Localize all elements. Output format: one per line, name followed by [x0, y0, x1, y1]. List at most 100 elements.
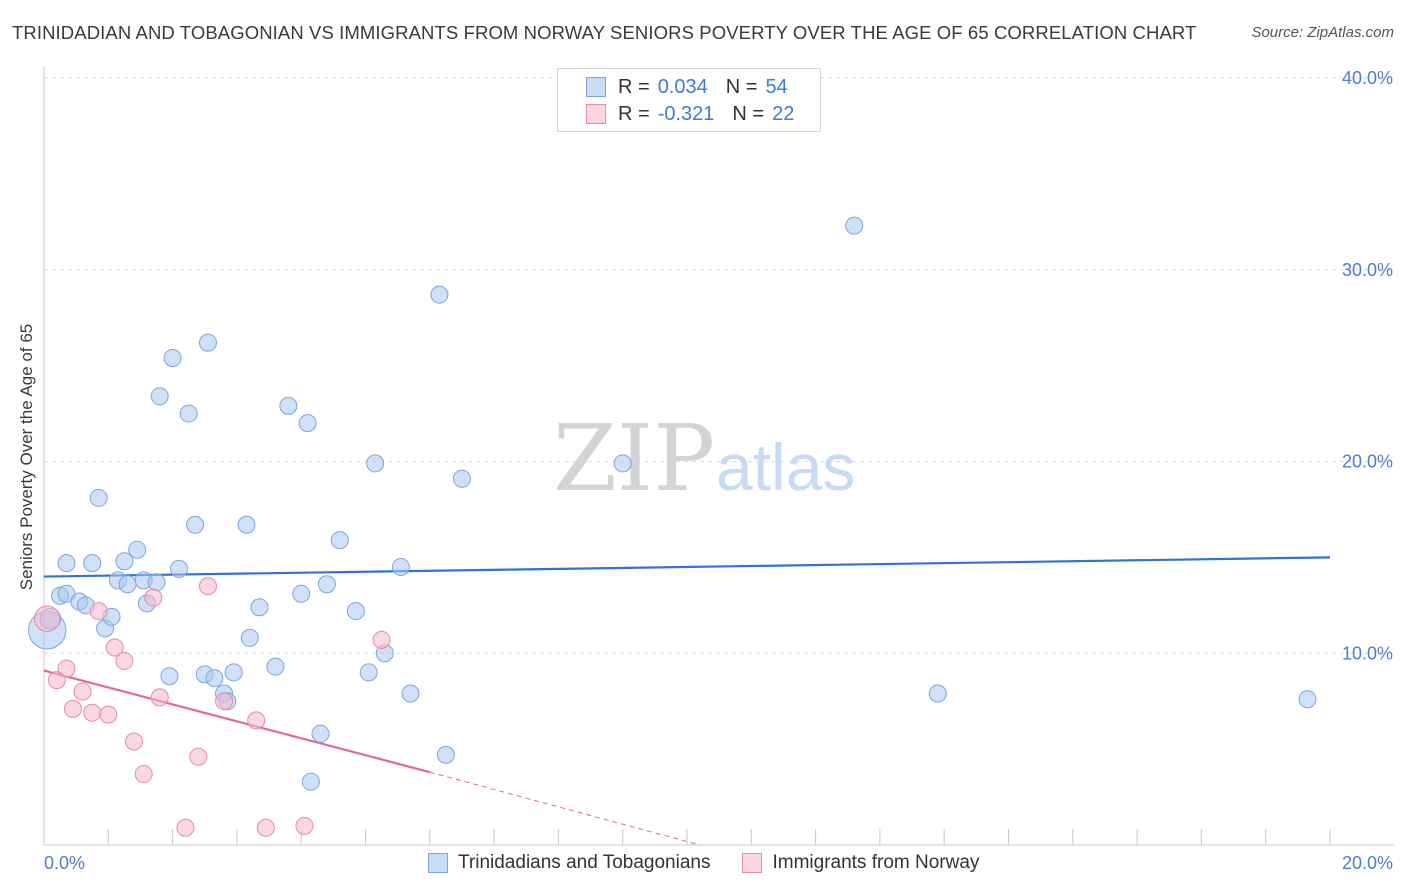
- point-trinidadian: [128, 540, 147, 559]
- point-norway: [105, 638, 124, 657]
- point-norway: [89, 602, 108, 621]
- x-tick-label: 0.0%: [44, 853, 85, 873]
- watermark-atlas: atlas: [716, 430, 855, 504]
- chart-title: TRINIDADIAN AND TOBAGONIAN VS IMMIGRANTS…: [12, 22, 1197, 43]
- trend-line-norway-extrapolated: [429, 771, 700, 846]
- point-norway: [189, 747, 208, 766]
- point-norway: [63, 699, 82, 718]
- trend-line-trinidadian: [43, 556, 1331, 578]
- legend-n-value: 22: [772, 102, 795, 125]
- y-tick-label: 40.0%: [1342, 68, 1393, 88]
- data-points: [28, 216, 1317, 837]
- point-trinidadian: [330, 531, 349, 550]
- point-trinidadian: [250, 598, 269, 617]
- legend-r-value: 0.034: [657, 75, 708, 98]
- point-norway: [176, 818, 195, 837]
- point-norway: [125, 732, 144, 751]
- stats-legend: R = 0.034 N = 54 R = -0.321 N = 22: [557, 68, 821, 132]
- point-trinidadian: [89, 488, 108, 507]
- point-trinidadian: [179, 404, 198, 423]
- trend-lines: [43, 556, 1331, 846]
- legend-n-value: 54: [765, 75, 788, 98]
- point-trinidadian: [452, 469, 471, 488]
- point-trinidadian: [205, 669, 224, 688]
- point-norway: [57, 659, 76, 678]
- point-trinidadian: [301, 772, 320, 791]
- point-trinidadian: [292, 584, 311, 603]
- point-trinidadian: [346, 602, 365, 621]
- point-norway: [256, 818, 275, 837]
- point-trinidadian: [928, 684, 947, 703]
- point-trinidadian: [845, 216, 864, 235]
- point-norway: [134, 765, 153, 784]
- legend-r-label: R =: [618, 75, 650, 98]
- point-trinidadian: [317, 575, 336, 594]
- point-trinidadian: [311, 724, 330, 743]
- point-trinidadian: [150, 387, 169, 406]
- point-trinidadian: [83, 554, 102, 573]
- point-trinidadian: [237, 515, 256, 534]
- legend-label-trinidadian: Trinidadians and Tobagonians: [458, 852, 711, 873]
- point-trinidadian: [57, 554, 76, 573]
- y-tick-label: 10.0%: [1342, 643, 1393, 663]
- point-norway: [198, 577, 217, 596]
- point-norway: [33, 605, 61, 632]
- point-trinidadian: [198, 333, 217, 352]
- point-norway: [247, 711, 266, 730]
- legend-swatch-pink: [586, 104, 606, 124]
- point-trinidadian: [366, 454, 385, 473]
- y-axis-label: Seniors Poverty Over the Age of 65: [17, 323, 36, 591]
- point-trinidadian: [401, 684, 420, 703]
- point-trinidadian: [186, 515, 205, 534]
- legend-label-norway: Immigrants from Norway: [772, 852, 980, 873]
- point-norway: [215, 692, 234, 711]
- point-trinidadian: [118, 575, 137, 594]
- point-trinidadian: [430, 285, 449, 304]
- point-trinidadian: [613, 454, 632, 473]
- watermark: ZIP atlas: [553, 405, 855, 512]
- point-trinidadian: [1298, 690, 1317, 709]
- point-trinidadian: [266, 657, 285, 676]
- point-norway: [47, 671, 66, 690]
- point-trinidadian: [147, 573, 166, 592]
- point-norway: [144, 588, 163, 607]
- legend-swatch-pink: [742, 853, 763, 873]
- point-trinidadian: [279, 396, 298, 415]
- legend-swatch-blue: [428, 853, 448, 873]
- legend-item-trinidadian[interactable]: Trinidadians and Tobagonians: [428, 852, 710, 874]
- legend-r-label: R =: [618, 102, 650, 125]
- y-tick-label: 30.0%: [1342, 260, 1393, 280]
- point-norway: [83, 703, 102, 722]
- source-label: Source: ZipAtlas.com: [1251, 24, 1394, 41]
- point-norway: [115, 651, 134, 670]
- legend-r-value: -0.321: [657, 102, 715, 125]
- point-trinidadian: [224, 663, 243, 682]
- legend-n-label: N =: [725, 75, 758, 98]
- series-legend: Trinidadians and Tobagonians Immigrants …: [428, 852, 1011, 874]
- point-trinidadian: [391, 557, 410, 576]
- point-trinidadian: [359, 663, 378, 682]
- point-norway: [295, 816, 314, 835]
- y-tick-label: 20.0%: [1342, 452, 1393, 472]
- point-trinidadian: [170, 559, 189, 578]
- x-tick-label: 20.0%: [1342, 853, 1393, 873]
- point-trinidadian: [163, 348, 182, 367]
- point-trinidadian: [436, 745, 455, 764]
- legend-n-label: N =: [732, 102, 765, 125]
- point-norway: [99, 705, 118, 724]
- legend-row-norway: R = -0.321 N = 22: [586, 102, 794, 126]
- tick-labels: 10.0% 20.0% 30.0% 40.0% 0.0% 20.0%: [44, 68, 1393, 873]
- trend-line-norway: [43, 669, 431, 774]
- point-trinidadian: [160, 667, 179, 686]
- legend-swatch-blue: [586, 77, 606, 97]
- legend-row-trinidadian: R = 0.034 N = 54: [586, 75, 788, 99]
- point-norway: [372, 630, 391, 649]
- point-trinidadian: [240, 628, 259, 647]
- point-norway: [150, 688, 169, 707]
- legend-item-norway[interactable]: Immigrants from Norway: [742, 852, 979, 874]
- point-norway: [73, 682, 92, 701]
- point-trinidadian: [298, 414, 317, 433]
- watermark-zip: ZIP: [553, 405, 715, 512]
- point-trinidadian: [115, 552, 134, 571]
